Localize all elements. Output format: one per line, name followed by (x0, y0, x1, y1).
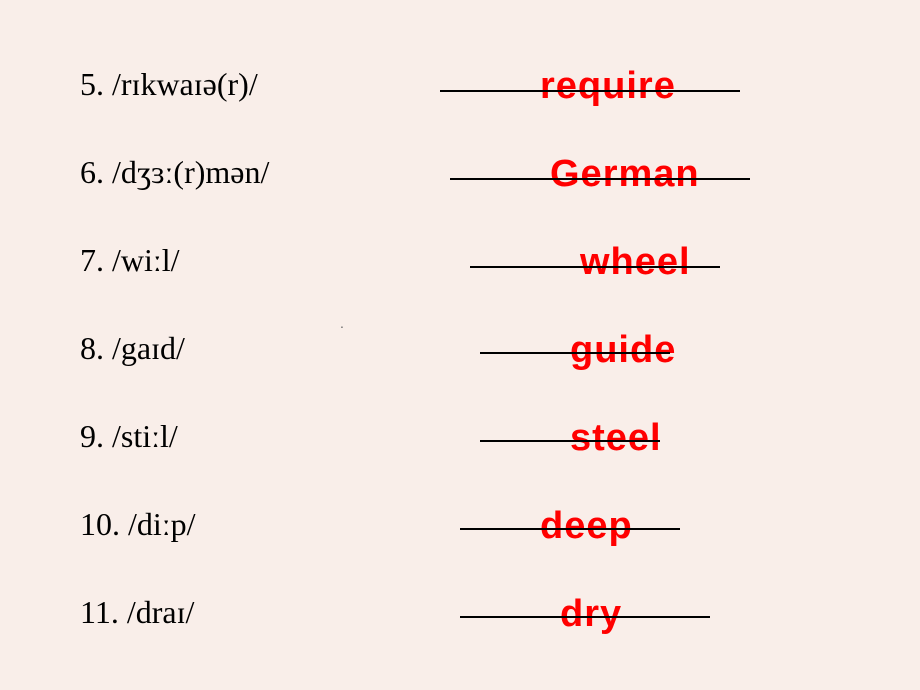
row-9: 9. /stiːl/steel (80, 392, 860, 480)
row-10: 10. /diːp/deep (80, 480, 860, 568)
row-7: 7. /wiːl/wheel (80, 216, 860, 304)
answer-container: deep (460, 503, 860, 546)
phonetic-text: 11. /draɪ/ (80, 594, 460, 631)
row-5: 5. /rɪkwaɪə(r)/ require (80, 40, 860, 128)
row-8: 8. /gaɪd/guide (80, 304, 860, 392)
answer-text: guide (570, 329, 860, 372)
answer-container: guide (460, 327, 860, 370)
row-11: 11. /draɪ/dry (80, 568, 860, 656)
phonetic-text: 5. /rɪkwaɪə(r)/ (80, 66, 460, 103)
answer-container: German (460, 151, 860, 194)
answer-text: steel (570, 417, 860, 460)
answer-container: dry (460, 591, 860, 634)
answer-container: steel (460, 415, 860, 458)
phonetic-text: 7. /wiːl/ (80, 242, 460, 279)
answer-text: deep (540, 505, 860, 548)
slide-container: . 5. /rɪkwaɪə(r)/require6. /dʒɜː(r)mən/G… (0, 0, 920, 690)
answer-text: dry (560, 593, 860, 636)
blank-underline (460, 616, 710, 618)
row-6: 6. /dʒɜː(r)mən/German (80, 128, 860, 216)
phonetic-text: 9. /stiːl/ (80, 418, 460, 455)
blank-underline (480, 352, 670, 354)
blank-underline (450, 178, 750, 180)
answer-container: require (460, 63, 860, 106)
answer-text: German (550, 153, 860, 196)
phonetic-text: 10. /diːp/ (80, 506, 460, 543)
phonetic-text: 8. /gaɪd/ (80, 330, 460, 367)
blank-underline (480, 440, 660, 442)
answer-container: wheel (460, 239, 860, 282)
phonetic-text: 6. /dʒɜː(r)mən/ (80, 154, 460, 191)
blank-underline (470, 266, 720, 268)
answer-text: wheel (580, 241, 860, 284)
blank-underline (440, 90, 740, 92)
answer-text: require (540, 65, 860, 108)
blank-underline (460, 528, 680, 530)
